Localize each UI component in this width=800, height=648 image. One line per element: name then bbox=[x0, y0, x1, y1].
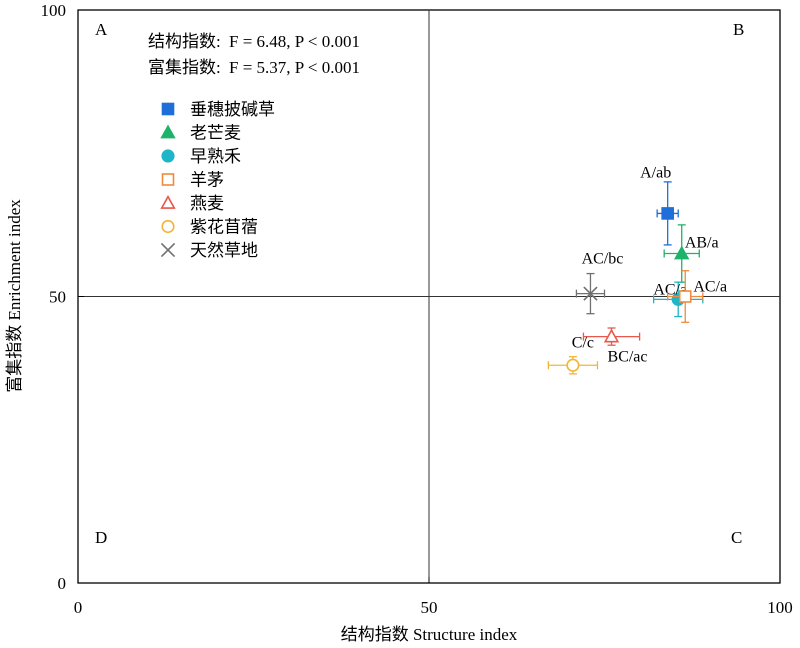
y-tick-label-0: 0 bbox=[58, 574, 67, 593]
point-label-3: AC/a bbox=[693, 279, 727, 296]
point-label-4: BC/ac bbox=[608, 349, 648, 366]
quadrant-label-a: A bbox=[95, 20, 108, 39]
legend-marker-3 bbox=[161, 173, 175, 186]
point-marker-4 bbox=[603, 328, 620, 343]
stat-enrichment-value: F = 5.37, P < 0.001 bbox=[229, 58, 360, 77]
legend-label-3: 羊茅 bbox=[190, 171, 224, 190]
point-group-3: AC/a bbox=[667, 270, 727, 323]
stat-structure-value: F = 6.48, P < 0.001 bbox=[229, 32, 360, 51]
quadrant-label-d: D bbox=[95, 528, 107, 547]
point-marker-3 bbox=[678, 290, 692, 303]
stat-structure: 结构指数: F = 6.48, P < 0.001 bbox=[148, 32, 360, 51]
legend-marker-6 bbox=[160, 242, 176, 258]
legend-marker-0 bbox=[161, 102, 175, 116]
legend-label-5: 紫花苜蓿 bbox=[190, 218, 258, 237]
stat-enrichment-label: 富集指数: bbox=[148, 58, 221, 77]
point-group-0: A/ab bbox=[640, 164, 679, 246]
quadrant-label-c: C bbox=[731, 528, 742, 547]
y-tick-label-2: 100 bbox=[41, 1, 67, 20]
stat-structure-label: 结构指数: bbox=[148, 32, 221, 51]
legend-label-1: 老芒麦 bbox=[190, 124, 241, 143]
point-marker-6 bbox=[583, 286, 598, 301]
legend-marker-5 bbox=[161, 219, 175, 234]
legend-label-4: 燕麦 bbox=[190, 194, 224, 213]
point-group-1: AB/a bbox=[663, 224, 719, 283]
point-label-1: AB/a bbox=[685, 235, 719, 252]
legend-label-0: 垂穗披碱草 bbox=[190, 100, 275, 119]
data-points: A/ab AB/a AC/a AC/a BC/ac C/c AC/bc bbox=[547, 164, 727, 375]
point-group-6: AC/bc bbox=[575, 251, 624, 315]
stat-enrichment: 富集指数: F = 5.37, P < 0.001 bbox=[148, 58, 360, 77]
legend-label-6: 天然草地 bbox=[190, 241, 258, 260]
point-label-0: A/ab bbox=[640, 164, 671, 181]
legend-marker-2 bbox=[161, 149, 175, 163]
point-marker-5 bbox=[566, 358, 580, 372]
point-marker-0 bbox=[661, 207, 674, 220]
point-marker-1 bbox=[674, 245, 690, 260]
point-label-2: AC/a bbox=[653, 281, 687, 298]
point-group-4: BC/ac bbox=[582, 327, 648, 366]
point-group-5: C/c bbox=[547, 334, 599, 375]
x-tick-label-1: 50 bbox=[421, 598, 438, 617]
legend-label-2: 早熟禾 bbox=[190, 146, 241, 166]
x-tick-label-2: 100 bbox=[767, 598, 793, 617]
legend-marker-1 bbox=[160, 124, 176, 139]
y-axis-label: 富集指数 Enrichment index bbox=[5, 199, 24, 393]
x-axis-label: 结构指数 Structure index bbox=[341, 625, 518, 644]
point-label-5: C/c bbox=[572, 334, 594, 351]
x-tick-label-0: 0 bbox=[74, 598, 83, 617]
legend-marker-4 bbox=[160, 195, 176, 209]
y-tick-label-1: 50 bbox=[49, 288, 66, 307]
quadrant-label-b: B bbox=[733, 20, 744, 39]
point-label-6: AC/bc bbox=[582, 251, 624, 268]
stats-box: 结构指数: F = 6.48, P < 0.001 富集指数: F = 5.37… bbox=[148, 32, 360, 77]
